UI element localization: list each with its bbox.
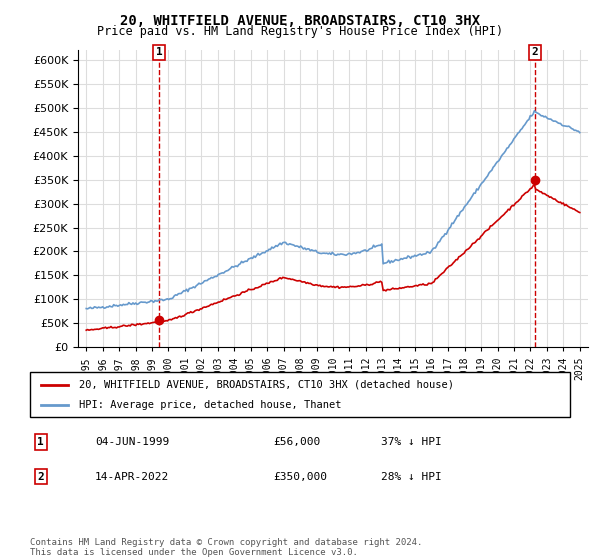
Text: 20, WHITFIELD AVENUE, BROADSTAIRS, CT10 3HX (detached house): 20, WHITFIELD AVENUE, BROADSTAIRS, CT10 …	[79, 380, 454, 390]
Text: 1: 1	[155, 48, 163, 58]
Text: HPI: Average price, detached house, Thanet: HPI: Average price, detached house, Than…	[79, 400, 341, 410]
Text: 2: 2	[532, 48, 538, 58]
Text: Contains HM Land Registry data © Crown copyright and database right 2024.
This d: Contains HM Land Registry data © Crown c…	[30, 538, 422, 557]
Text: 1: 1	[37, 437, 44, 447]
Text: £350,000: £350,000	[273, 472, 327, 482]
Text: £56,000: £56,000	[273, 437, 320, 447]
Text: 04-JUN-1999: 04-JUN-1999	[95, 437, 169, 447]
Text: 28% ↓ HPI: 28% ↓ HPI	[381, 472, 442, 482]
Text: 14-APR-2022: 14-APR-2022	[95, 472, 169, 482]
Text: 20, WHITFIELD AVENUE, BROADSTAIRS, CT10 3HX: 20, WHITFIELD AVENUE, BROADSTAIRS, CT10 …	[120, 14, 480, 28]
Text: Price paid vs. HM Land Registry's House Price Index (HPI): Price paid vs. HM Land Registry's House …	[97, 25, 503, 38]
FancyBboxPatch shape	[30, 372, 570, 417]
Text: 2: 2	[37, 472, 44, 482]
Text: 37% ↓ HPI: 37% ↓ HPI	[381, 437, 442, 447]
